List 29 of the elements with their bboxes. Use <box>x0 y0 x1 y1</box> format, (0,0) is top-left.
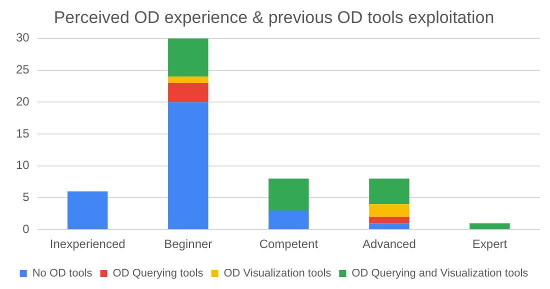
bar <box>369 178 410 204</box>
y-tick-label: 5 <box>22 190 30 204</box>
y-tick-label: 0 <box>22 222 30 236</box>
chart-title: Perceived OD experience & previous OD tools exploitation <box>54 8 494 27</box>
legend-label: No OD tools <box>32 268 93 280</box>
x-tick-label: Inexperienced <box>50 237 126 252</box>
legend-label: OD Querying tools <box>112 268 204 280</box>
x-tick-label: Advanced <box>362 237 416 252</box>
bar <box>268 210 309 230</box>
bar <box>369 223 410 230</box>
x-tick-label: Beginner <box>164 237 212 252</box>
bar <box>168 102 208 230</box>
legend-label: OD Visualization tools <box>224 268 332 280</box>
bar <box>470 223 510 230</box>
legend-label: OD Querying and Visualization tools <box>352 268 529 280</box>
bar <box>369 204 410 217</box>
x-tick-label: Competent <box>259 237 319 252</box>
y-tick-label: 10 <box>16 158 30 172</box>
bar <box>168 76 208 84</box>
bar <box>369 216 410 224</box>
bar <box>168 83 208 102</box>
bar <box>268 178 309 210</box>
x-tick-label: Expert <box>472 237 508 252</box>
y-tick-label: 20 <box>16 94 30 108</box>
y-tick-label: 25 <box>16 62 30 77</box>
y-tick-label: 30 <box>16 30 30 45</box>
bar <box>168 38 208 77</box>
y-tick-label: 15 <box>16 126 30 140</box>
bar <box>68 191 108 230</box>
